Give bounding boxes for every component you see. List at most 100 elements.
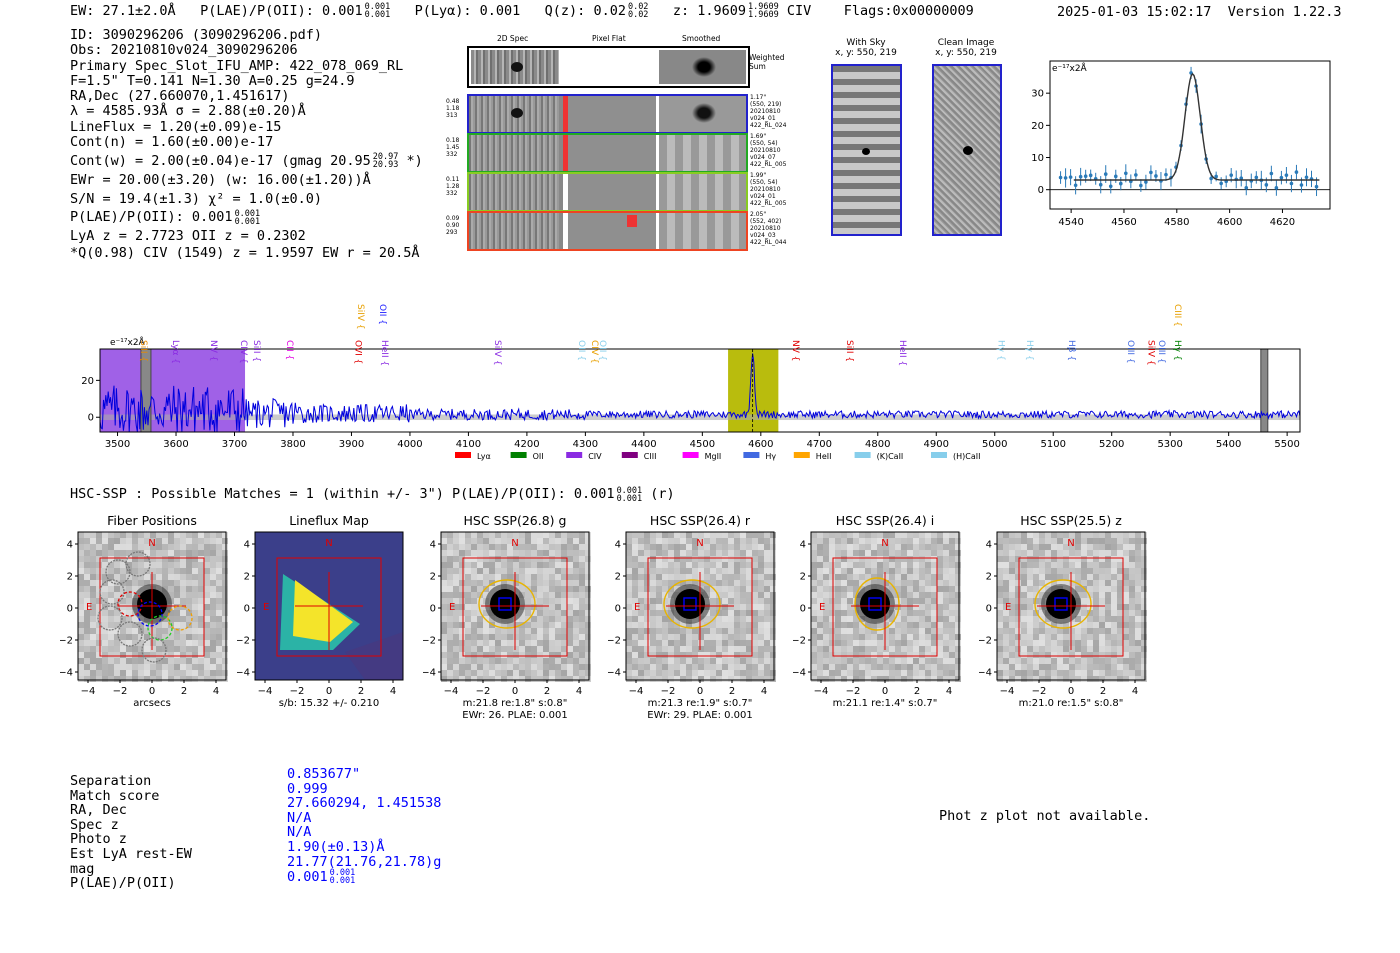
hsc-noise-pixel	[704, 556, 710, 562]
hsc-noise-pixel	[937, 550, 943, 556]
hsc-noise-pixel	[997, 658, 1003, 664]
hsc-noise-pixel	[680, 562, 686, 568]
hsc-noise-pixel	[1111, 658, 1117, 664]
hsc-noise-pixel	[222, 640, 228, 646]
hsc-noise-pixel	[549, 670, 555, 676]
hsc-panel-title: HSC SSP(25.5) z	[1020, 513, 1122, 528]
hsc-noise-pixel	[489, 646, 495, 652]
hsc-noise-pixel	[710, 562, 716, 568]
hsc-noise-pixel	[114, 646, 120, 652]
hsc-noise-pixel	[1141, 640, 1147, 646]
hsc-noise-pixel	[710, 628, 716, 634]
zoom-data-point	[1098, 182, 1103, 187]
hsc-noise-pixel	[1117, 664, 1123, 670]
hsc-noise-pixel	[835, 598, 841, 604]
hsc-noise-pixel	[114, 532, 120, 538]
hsc-noise-pixel	[913, 580, 919, 586]
hsc-noise-pixel	[483, 544, 489, 550]
fiber-cutout-1	[467, 94, 748, 134]
hsc-noise-pixel	[549, 586, 555, 592]
hsc-noise-pixel	[889, 532, 895, 538]
hsc-noise-pixel	[210, 568, 216, 574]
hsc-noise-pixel	[1063, 670, 1069, 676]
hsc-noise-pixel	[543, 604, 549, 610]
hsc-noise-pixel	[531, 628, 537, 634]
hsc-noise-pixel	[144, 640, 150, 646]
hsc-noise-pixel	[1135, 592, 1141, 598]
hsc-noise-pixel	[895, 676, 901, 682]
hsc-noise-pixel	[758, 574, 764, 580]
hsc-noise-pixel	[662, 664, 668, 670]
hsc-noise-pixel	[192, 574, 198, 580]
hsc-noise-pixel	[931, 610, 937, 616]
hsc-noise-pixel	[495, 640, 501, 646]
hsc-noise-pixel	[120, 634, 126, 640]
hsc-noise-pixel	[632, 676, 638, 682]
hsc-noise-pixel	[1021, 568, 1027, 574]
hsc-noise-pixel	[198, 538, 204, 544]
hsc-noise-pixel	[835, 628, 841, 634]
hsc-noise-pixel	[770, 580, 776, 586]
hsc-noise-pixel	[1009, 640, 1015, 646]
hsc-noise-pixel	[513, 664, 519, 670]
hsc-noise-pixel	[758, 556, 764, 562]
hsc-noise-pixel	[847, 616, 853, 622]
hsc-noise-pixel	[186, 646, 192, 652]
spectrum-line-label: Hβ {	[1066, 340, 1076, 361]
hsc-noise-pixel	[1135, 664, 1141, 670]
zoom-data-point	[1304, 175, 1309, 180]
hsc-noise-pixel	[817, 652, 823, 658]
hsc-noise-pixel	[716, 634, 722, 640]
hsc-noise-pixel	[174, 598, 180, 604]
hsc-noise-pixel	[555, 550, 561, 556]
hsc-east-label: E	[449, 602, 455, 613]
hsc-noise-pixel	[913, 556, 919, 562]
hsc-x-tick-label: −4	[1000, 686, 1015, 697]
hsc-noise-pixel	[222, 634, 228, 640]
match-label: Spec z	[70, 816, 119, 833]
hsc-noise-pixel	[210, 598, 216, 604]
hsc-noise-pixel	[686, 544, 692, 550]
spectrum-line-label: SiIV {	[492, 340, 502, 366]
hsc-y-tick-label: −4	[237, 668, 250, 679]
hsc-east-label: E	[263, 602, 269, 613]
fiber-position-circle	[147, 615, 173, 641]
hsc-noise-pixel	[722, 556, 728, 562]
hsc-noise-pixel	[692, 652, 698, 658]
hsc-noise-pixel	[1075, 538, 1081, 544]
hsc-noise-pixel	[210, 550, 216, 556]
hsc-noise-pixel	[895, 550, 901, 556]
hsc-noise-pixel	[453, 640, 459, 646]
hsc-noise-pixel	[1111, 592, 1117, 598]
hsc-noise-pixel	[716, 532, 722, 538]
hsc-noise-pixel	[465, 664, 471, 670]
hsc-noise-pixel	[883, 640, 889, 646]
hsc-noise-pixel	[710, 622, 716, 628]
hsc-noise-pixel	[174, 568, 180, 574]
hsc-noise-pixel	[943, 676, 949, 682]
hsc-noise-pixel	[746, 628, 752, 634]
hsc-noise-pixel	[1003, 652, 1009, 658]
hsc-noise-pixel	[925, 580, 931, 586]
hsc-noise-pixel	[543, 628, 549, 634]
hsc-noise-pixel	[626, 604, 632, 610]
hsc-y-tick-label: −4	[608, 668, 621, 679]
hsc-noise-pixel	[561, 634, 567, 640]
hsc-noise-pixel	[198, 604, 204, 610]
hsc-noise-pixel	[644, 556, 650, 562]
hsc-noise-pixel	[811, 586, 817, 592]
hsc-noise-pixel	[489, 556, 495, 562]
hsc-noise-pixel	[1021, 652, 1027, 658]
hsc-noise-pixel	[447, 610, 453, 616]
hsc-noise-pixel	[1003, 532, 1009, 538]
hsc-noise-pixel	[716, 550, 722, 556]
hsc-noise-pixel	[186, 556, 192, 562]
hsc-noise-pixel	[662, 640, 668, 646]
hsc-noise-pixel	[513, 538, 519, 544]
hsc-noise-pixel	[543, 586, 549, 592]
hsc-noise-pixel	[811, 664, 817, 670]
hsc-noise-pixel	[728, 646, 734, 652]
hsc-noise-pixel	[943, 544, 949, 550]
hsc-noise-pixel	[955, 586, 961, 592]
hsc-noise-pixel	[567, 580, 573, 586]
